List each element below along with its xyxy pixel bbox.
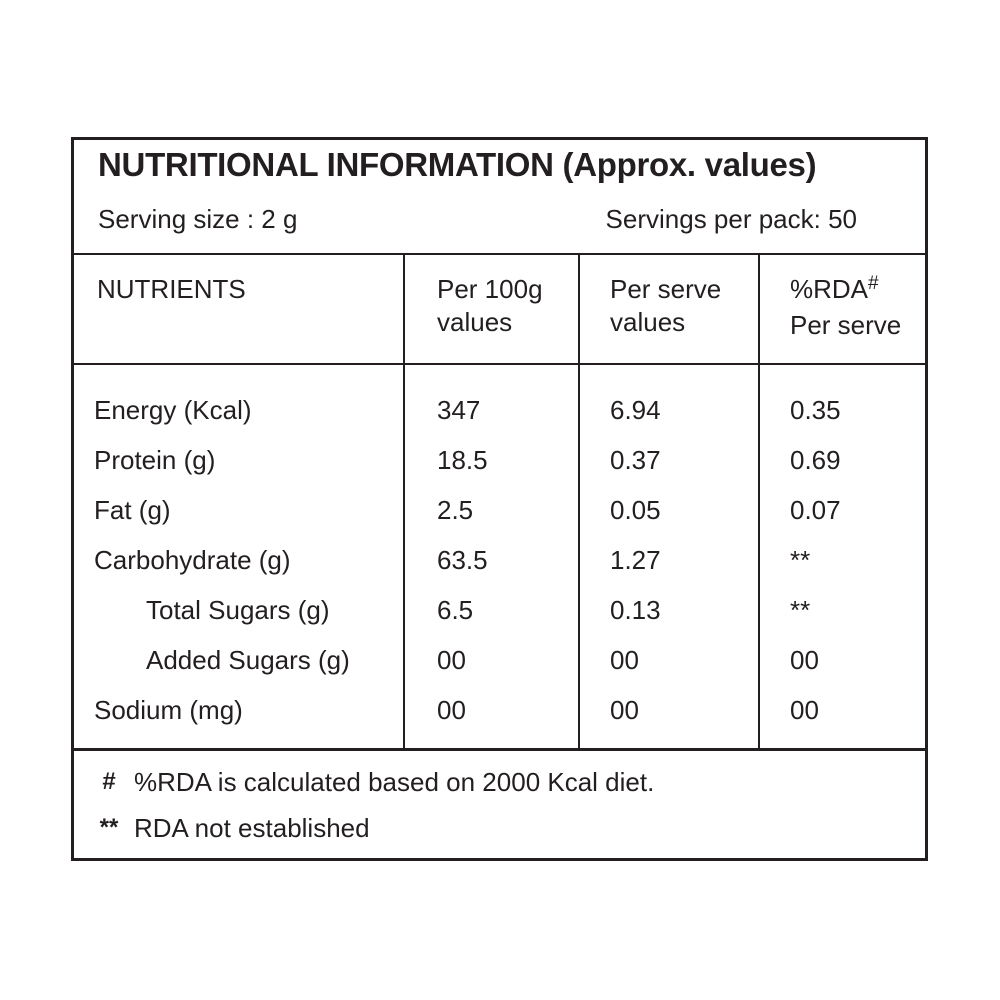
rda-label: %RDA bbox=[790, 274, 869, 304]
table-row-energy: Energy (Kcal) 347 6.94 0.35 bbox=[74, 385, 925, 435]
column-header-per-100g: Per 100g values bbox=[437, 274, 543, 337]
footnote-rda-not-established: ** RDA not established bbox=[86, 805, 925, 851]
footnote-text: RDA not established bbox=[134, 812, 370, 843]
value-rda-per-serve: 0.35 bbox=[790, 394, 841, 425]
value-rda-per-serve: 00 bbox=[790, 644, 819, 675]
value-per-serve: 00 bbox=[610, 644, 639, 675]
value-rda-per-serve: ** bbox=[790, 594, 811, 625]
column-header-per-serve: Per serve values bbox=[610, 274, 722, 337]
value-per-100g: 6.5 bbox=[437, 594, 474, 625]
value-per-serve: 1.27 bbox=[610, 544, 661, 575]
value-per-100g: 00 bbox=[437, 644, 466, 675]
value-per-serve: 0.05 bbox=[610, 494, 661, 525]
nutrient-name: Total Sugars (g) bbox=[146, 594, 330, 625]
table-row-added-sugars: Added Sugars (g) 00 00 00 bbox=[74, 635, 925, 685]
nutrient-name: Added Sugars (g) bbox=[146, 644, 350, 675]
servings-per-pack: Servings per pack: 50 bbox=[605, 204, 857, 234]
value-rda-per-serve: 0.69 bbox=[790, 444, 841, 475]
column-header-rda: %RDA# Per serve bbox=[760, 273, 925, 363]
label-header: NUTRITIONAL INFORMATION (Approx. values)… bbox=[74, 140, 925, 255]
footnote-symbol: # bbox=[102, 768, 116, 795]
column-header-nutrients: NUTRIENTS bbox=[97, 274, 246, 304]
value-per-100g: 18.5 bbox=[437, 444, 488, 475]
nutrient-name: Protein (g) bbox=[94, 444, 216, 475]
nutrient-name: Carbohydrate (g) bbox=[94, 544, 291, 575]
rda-second-line: Per serve bbox=[790, 310, 902, 340]
value-rda-per-serve: 0.07 bbox=[790, 494, 841, 525]
table-row-protein: Protein (g) 18.5 0.37 0.69 bbox=[74, 435, 925, 485]
footnotes: # %RDA is calculated based on 2000 Kcal … bbox=[74, 751, 925, 858]
table-column-headers: NUTRIENTS Per 100g values Per serve valu… bbox=[74, 255, 925, 365]
label-title: NUTRITIONAL INFORMATION (Approx. values) bbox=[98, 146, 817, 183]
value-per-100g: 2.5 bbox=[437, 494, 474, 525]
footnote-symbol: ** bbox=[99, 814, 119, 841]
nutrient-name: Fat (g) bbox=[94, 494, 171, 525]
value-per-serve: 6.94 bbox=[610, 394, 661, 425]
value-per-serve: 0.13 bbox=[610, 594, 661, 625]
table-row-total-sugars: Total Sugars (g) 6.5 0.13 ** bbox=[74, 585, 925, 635]
table-row-carbohydrate: Carbohydrate (g) 63.5 1.27 ** bbox=[74, 535, 925, 585]
value-rda-per-serve: ** bbox=[790, 544, 811, 575]
table-row-sodium: Sodium (mg) 00 00 00 bbox=[74, 685, 925, 735]
value-rda-per-serve: 00 bbox=[790, 694, 819, 725]
serving-info-row: Serving size : 2 g Servings per pack: 50 bbox=[98, 202, 901, 236]
nutrient-name: Sodium (mg) bbox=[94, 694, 243, 725]
nutrient-name: Energy (Kcal) bbox=[94, 394, 252, 425]
nutrient-table-body: Energy (Kcal) 347 6.94 0.35 Protein (g) … bbox=[74, 365, 925, 751]
value-per-100g: 63.5 bbox=[437, 544, 488, 575]
nutrition-label: NUTRITIONAL INFORMATION (Approx. values)… bbox=[71, 137, 928, 861]
table-row-fat: Fat (g) 2.5 0.05 0.07 bbox=[74, 485, 925, 535]
column-divider-3 bbox=[758, 253, 760, 751]
column-divider-1 bbox=[403, 253, 405, 751]
value-per-100g: 347 bbox=[437, 394, 481, 425]
footnote-rda: # %RDA is calculated based on 2000 Kcal … bbox=[86, 759, 925, 805]
serving-size: Serving size : 2 g bbox=[98, 204, 298, 234]
value-per-serve: 0.37 bbox=[610, 444, 661, 475]
value-per-serve: 00 bbox=[610, 694, 639, 725]
footnote-text: %RDA is calculated based on 2000 Kcal di… bbox=[134, 766, 655, 797]
value-per-100g: 00 bbox=[437, 694, 466, 725]
rda-footnote-marker: # bbox=[868, 273, 879, 294]
column-divider-2 bbox=[578, 253, 580, 751]
